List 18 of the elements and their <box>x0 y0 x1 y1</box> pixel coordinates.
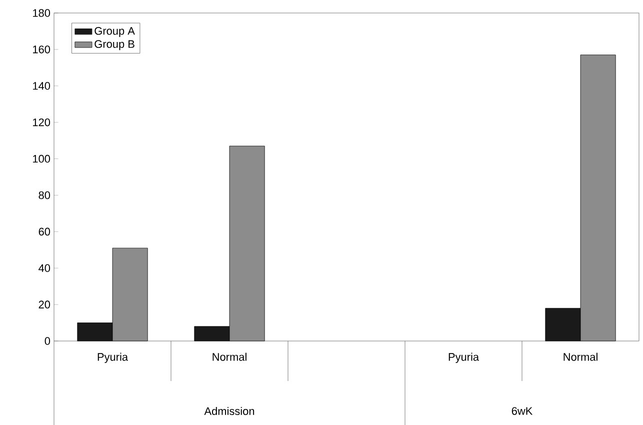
x-tick-label: Normal <box>212 352 246 361</box>
text: Admission <box>204 406 254 416</box>
y-tick-label: 60 <box>38 228 50 236</box>
text: 6wK <box>512 407 533 415</box>
x-tick-label: Pyuria <box>448 352 480 363</box>
y-tick-label: 40 <box>38 264 50 272</box>
y-tick-label: 180 <box>33 9 50 17</box>
y-tick-label: 0 <box>44 337 50 345</box>
legend-label: Group A <box>94 27 135 37</box>
legend-label: Group B <box>94 40 134 50</box>
y-tick-label: 120 <box>33 118 50 126</box>
y-tick-label: 140 <box>33 82 50 90</box>
y-tick-label: 160 <box>33 46 50 54</box>
y-tick-label: 20 <box>38 300 50 308</box>
x-tick-label: Pyuria <box>98 352 128 363</box>
y-tick-label: 100 <box>33 154 50 163</box>
x-tick-label: Normal <box>564 352 598 361</box>
y-tick-label: 80 <box>38 191 50 200</box>
